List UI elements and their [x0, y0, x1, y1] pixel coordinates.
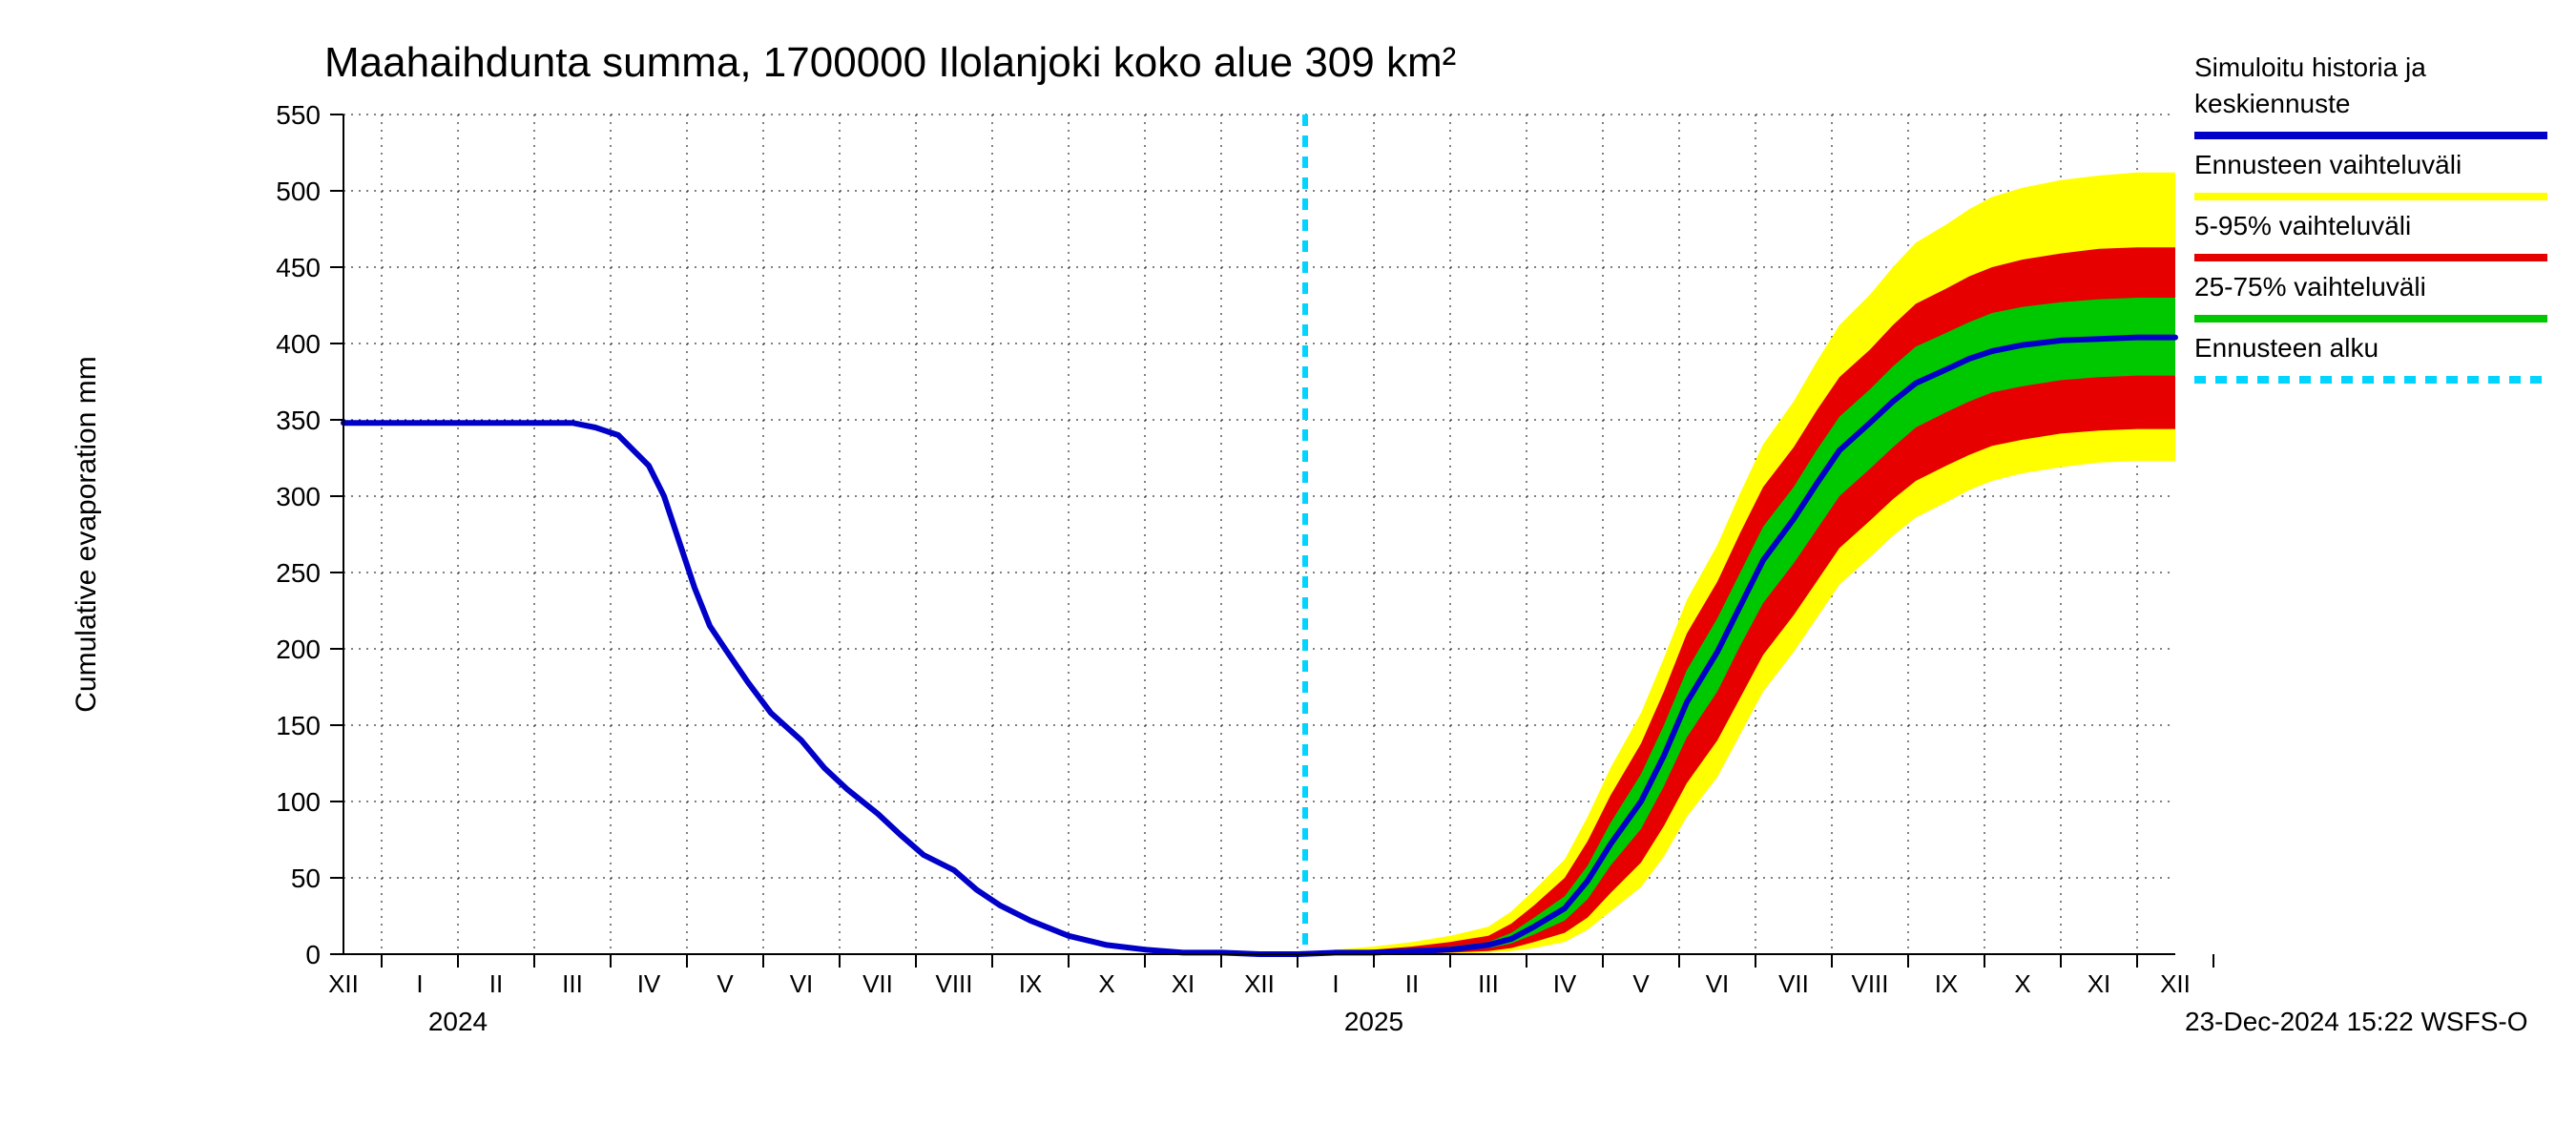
y-tick-label: 200 [276, 635, 321, 664]
y-tick-label: 550 [276, 100, 321, 130]
x-tick-label: X [2014, 969, 2030, 998]
y-tick-label: 350 [276, 406, 321, 435]
x-tick-label: II [1405, 969, 1419, 998]
y-axis-label: Cumulative evaporation mm [71, 356, 102, 713]
x-tick-label: VI [790, 969, 814, 998]
y-tick-label: 300 [276, 482, 321, 511]
x-tick-label: VIII [1851, 969, 1888, 998]
x-tick-label: XII [1244, 969, 1275, 998]
legend-label: keskiennuste [2194, 89, 2350, 118]
x-tick-label: V [1632, 969, 1650, 998]
chart-title: Maahaihdunta summa, 1700000 Ilolanjoki k… [324, 39, 1456, 86]
y-tick-label: 450 [276, 253, 321, 282]
legend-label: Ennusteen alku [2194, 333, 2379, 363]
x-tick-label: I [1332, 969, 1339, 998]
x-tick-label: IX [1935, 969, 1959, 998]
chart-svg: 050100150200250300350400450500550XIIIIII… [0, 0, 2576, 1145]
x-tick-label: III [562, 969, 583, 998]
year-label: 2024 [428, 1007, 488, 1036]
y-tick-label: 100 [276, 787, 321, 817]
legend-label: Simuloitu historia ja [2194, 52, 2426, 82]
x-tick-label: VIII [935, 969, 972, 998]
x-tick-label: IV [637, 969, 661, 998]
chart-container: 050100150200250300350400450500550XIIIIII… [0, 0, 2576, 1145]
x-tick-label: XII [328, 969, 359, 998]
legend-label: Ennusteen vaihteluväli [2194, 150, 2462, 179]
x-tick-label: XI [1172, 969, 1195, 998]
y-tick-label: 0 [305, 940, 321, 969]
legend-label: 5-95% vaihteluväli [2194, 211, 2411, 240]
x-tick-label: XII [2160, 969, 2191, 998]
y-tick-label: 150 [276, 711, 321, 740]
y-tick-label: 250 [276, 558, 321, 588]
y-tick-label: 500 [276, 177, 321, 206]
x-tick-label: V [717, 969, 734, 998]
legend-label: 25-75% vaihteluväli [2194, 272, 2426, 302]
x-tick-label: IV [1553, 969, 1577, 998]
x-tick-label: III [1478, 969, 1499, 998]
x-tick-label: IX [1019, 969, 1043, 998]
y-tick-label: 400 [276, 329, 321, 359]
x-tick-label: X [1098, 969, 1114, 998]
x-tick-label: I [416, 969, 423, 998]
x-tick-label: XI [2088, 969, 2111, 998]
footer-text: 23-Dec-2024 15:22 WSFS-O [2185, 1007, 2528, 1036]
x-tick-label: VII [1778, 969, 1809, 998]
x-tick-label: VII [862, 969, 893, 998]
year-label: 2025 [1344, 1007, 1403, 1036]
x-tick-label: II [489, 969, 503, 998]
x-tick-label: VI [1706, 969, 1730, 998]
y-tick-label: 50 [291, 864, 321, 893]
